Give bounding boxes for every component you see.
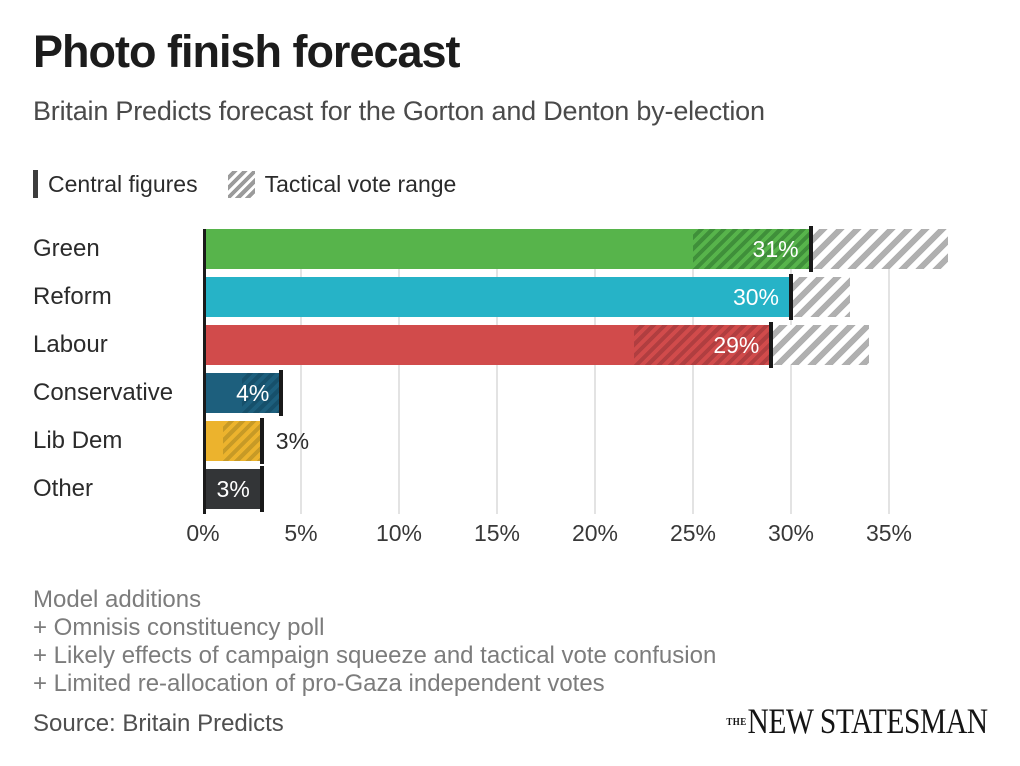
gridline-30pct (790, 229, 792, 514)
x-axis-tick-label: 25% (669, 520, 717, 546)
model-note-line: + Limited re-allocation of pro-Gaza inde… (33, 670, 605, 697)
bar-labour-value-label: 29% (713, 332, 760, 358)
model-note-line: + Likely effects of campaign squeeze and… (33, 642, 717, 669)
legend-central-figures-label: Central figures (48, 170, 198, 197)
x-axis-tick-label: 5% (284, 520, 318, 546)
new-statesman-logo: THE NEW STATESMAN (726, 700, 989, 742)
x-axis-tick-label: 10% (375, 520, 423, 546)
x-axis-tick-label: 30% (767, 520, 815, 546)
x-axis-tick-label: 0% (186, 520, 220, 546)
bar-conservative-solid (203, 373, 243, 413)
model-notes-heading: Model additions (33, 586, 202, 613)
bar-reform-tactical-hatch-high (791, 277, 850, 317)
category-label-lib-dem: Lib Dem (33, 427, 123, 454)
category-label-reform: Reform (33, 283, 112, 310)
bar-green-central-tick (808, 226, 813, 272)
y-axis-zero-line (203, 229, 206, 514)
bar-green-solid (203, 229, 693, 269)
bar-reform-central-tick (789, 274, 793, 320)
bar-chart: 0% 5% 10% 15% 20% 25% 30% 35% Green 31% Reform 30% L… (0, 226, 1020, 559)
category-label-other: Other (33, 475, 94, 502)
gridline-25pct (692, 229, 694, 514)
bar-labour-central-tick (769, 322, 774, 368)
category-label-conservative: Conservative (33, 379, 174, 406)
bar-reform-value-label: 30% (732, 284, 779, 310)
bar-lib-dem-solid (203, 421, 223, 461)
gridline-35pct (888, 229, 890, 514)
chart-title: Photo finish forecast (33, 26, 461, 77)
bar-lib-dem-value-label: 3% (275, 428, 310, 454)
tactical-vote-range-swatch-icon (227, 170, 255, 198)
bar-other-central-tick (259, 466, 264, 512)
bar-other-value-label: 3% (216, 476, 250, 502)
logo-wordmark: NEW STATESMAN (747, 701, 989, 741)
logo-the-text: THE (726, 716, 747, 728)
gridline-20pct (594, 229, 596, 514)
x-axis-tick-label: 35% (865, 520, 913, 546)
bar-labour-solid (203, 325, 635, 365)
bar-conservative-central-tick (279, 370, 284, 416)
bar-labour-tactical-hatch-high (771, 325, 870, 365)
model-note-line: + Omnisis constituency poll (33, 614, 325, 641)
x-axis-tick-label: 15% (473, 520, 521, 546)
bar-green-tactical-hatch-high (810, 229, 948, 269)
central-figures-swatch-icon (33, 170, 38, 198)
legend-tactical-range-label: Tactical vote range (264, 170, 457, 197)
chart-subtitle: Britain Predicts forecast for the Gorton… (33, 96, 765, 126)
category-label-green: Green (33, 235, 100, 262)
bar-green-tactical-hatch-low (693, 229, 811, 269)
bar-green-value-label: 31% (752, 236, 799, 262)
gridline-5pct (300, 229, 302, 514)
bar-reform-solid (203, 277, 791, 317)
bar-conservative-value-label: 4% (236, 380, 270, 406)
bar-conservative-tactical-hatch-low (242, 373, 282, 413)
model-notes: Model additions + Omnisis constituency p… (33, 586, 716, 698)
gridline-15pct (496, 229, 498, 514)
bar-labour-tactical-hatch-low (634, 325, 772, 365)
x-axis-tick-label: 20% (571, 520, 619, 546)
category-label-labour: Labour (33, 331, 108, 358)
bar-other-solid (203, 469, 262, 509)
bar-lib-dem-tactical-hatch-low (222, 421, 262, 461)
legend: Central figures Tactical vote range (33, 169, 456, 199)
source-label: Source: Britain Predicts (33, 710, 284, 737)
bar-lib-dem-central-tick (259, 418, 264, 464)
gridline-10pct (398, 229, 400, 514)
